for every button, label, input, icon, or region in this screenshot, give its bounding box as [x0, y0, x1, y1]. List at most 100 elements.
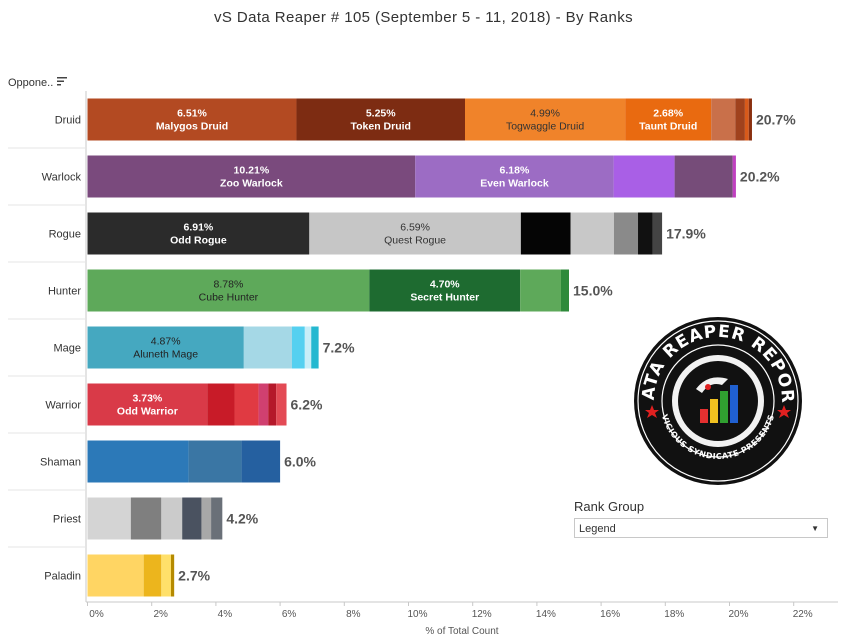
segment-percent-label: 4.99%: [530, 108, 560, 120]
segment-name-label: Odd Warrior: [117, 406, 178, 418]
x-tick-label: 6%: [282, 609, 297, 620]
segment-percent-label: 3.73%: [132, 393, 162, 405]
bar-segment: [369, 269, 521, 312]
bar-segment: [674, 155, 733, 198]
total-label: 6.0%: [284, 454, 316, 470]
bar-segment: [234, 383, 259, 426]
segment-percent-label: 4.70%: [430, 279, 460, 291]
bar-segment: [87, 383, 208, 426]
category-label: Shaman: [40, 457, 81, 469]
total-label: 4.2%: [226, 511, 258, 527]
rank-group-dropdown[interactable]: Legend ▼: [574, 518, 828, 538]
segment-percent-label: 2.68%: [653, 108, 683, 120]
total-label: 20.2%: [740, 169, 780, 185]
bar-segment: [638, 212, 653, 255]
x-tick-label: 22%: [793, 609, 813, 620]
bar-segment: [625, 98, 712, 141]
bar-segment: [415, 155, 614, 198]
category-label: Priest: [53, 514, 81, 526]
bar-segment: [748, 98, 752, 141]
bar-segment: [711, 98, 736, 141]
bar-segment: [464, 98, 626, 141]
category-label: Warlock: [42, 172, 82, 184]
bar-segment: [87, 98, 297, 141]
bar-segment: [188, 440, 242, 483]
bar-segment: [735, 98, 745, 141]
bar-segment: [87, 554, 144, 597]
bar-segment: [291, 326, 305, 369]
segment-name-label: Zoo Warlock: [220, 178, 283, 190]
bar-segment: [311, 326, 319, 369]
bar-segment: [87, 212, 310, 255]
total-label: 17.9%: [666, 226, 706, 242]
bar-segment: [87, 440, 189, 483]
rank-group-selected: Legend: [579, 523, 616, 535]
segment-name-label: Token Druid: [350, 121, 410, 133]
segment-name-label: Quest Rogue: [384, 235, 446, 247]
bar-segment: [309, 212, 521, 255]
segment-percent-label: 6.51%: [177, 108, 207, 120]
sort-icon[interactable]: [56, 75, 68, 87]
bar-segment: [520, 269, 561, 312]
bar-segment: [560, 269, 569, 312]
bar-segment: [268, 383, 277, 426]
rank-group-filter: Rank Group Legend ▼: [574, 499, 830, 538]
segment-percent-label: 10.21%: [234, 165, 270, 177]
total-label: 6.2%: [291, 397, 323, 413]
row-header[interactable]: Oppone..: [8, 77, 54, 89]
category-label: Mage: [53, 343, 81, 355]
rank-group-title: Rank Group: [574, 499, 645, 514]
data-reaper-logo: DATA REAPER REPORT VICIOUS SYNDICATE PRE…: [632, 315, 802, 485]
bar-segment: [613, 155, 675, 198]
bar-segment: [613, 212, 639, 255]
bar-segment: [161, 497, 183, 540]
x-axis-label: % of Total Count: [425, 626, 498, 637]
bar-segment: [570, 212, 614, 255]
bar-segment: [520, 212, 571, 255]
bar-segment: [304, 326, 312, 369]
x-tick-label: 8%: [346, 609, 361, 620]
bar-segment: [241, 440, 281, 483]
x-tick-label: 4%: [218, 609, 233, 620]
bar-segment: [87, 326, 244, 369]
category-label: Druid: [55, 115, 81, 127]
bar-segment: [652, 212, 663, 255]
bar-segment: [211, 497, 223, 540]
bar-segment: [87, 269, 370, 312]
bar-segment: [296, 98, 465, 141]
segment-percent-label: 4.87%: [151, 336, 181, 348]
bar-segment: [744, 98, 749, 141]
x-tick-label: 18%: [664, 609, 684, 620]
bar-segment: [182, 497, 202, 540]
bar-segment: [258, 383, 269, 426]
segment-percent-label: 6.18%: [500, 165, 530, 177]
bar-segment: [207, 383, 235, 426]
total-label: 20.7%: [756, 112, 796, 128]
segment-name-label: Malygos Druid: [156, 121, 228, 133]
segment-percent-label: 5.25%: [366, 108, 396, 120]
bar-segment: [161, 554, 171, 597]
category-label: Paladin: [44, 571, 81, 583]
category-label: Hunter: [48, 286, 81, 298]
segment-name-label: Togwaggle Druid: [506, 121, 584, 133]
category-label: Warrior: [45, 400, 81, 412]
x-tick-label: 14%: [536, 609, 556, 620]
segment-name-label: Secret Hunter: [410, 292, 479, 304]
x-tick-label: 0%: [89, 609, 104, 620]
segment-name-label: Even Warlock: [480, 178, 549, 190]
total-label: 15.0%: [573, 283, 613, 299]
bar-segment: [201, 497, 212, 540]
segment-name-label: Taunt Druid: [639, 121, 697, 133]
x-tick-label: 10%: [407, 609, 427, 620]
segment-name-label: Cube Hunter: [199, 292, 259, 304]
x-tick-label: 12%: [472, 609, 492, 620]
category-label: Rogue: [49, 229, 81, 241]
segment-name-label: Odd Rogue: [170, 235, 227, 247]
bar-segment: [170, 554, 175, 597]
bar-segment: [732, 155, 736, 198]
chart-title: vS Data Reaper # 105 (September 5 - 11, …: [214, 9, 633, 26]
segment-percent-label: 6.59%: [400, 222, 430, 234]
bar-segment: [87, 497, 131, 540]
bar-segment: [243, 326, 292, 369]
